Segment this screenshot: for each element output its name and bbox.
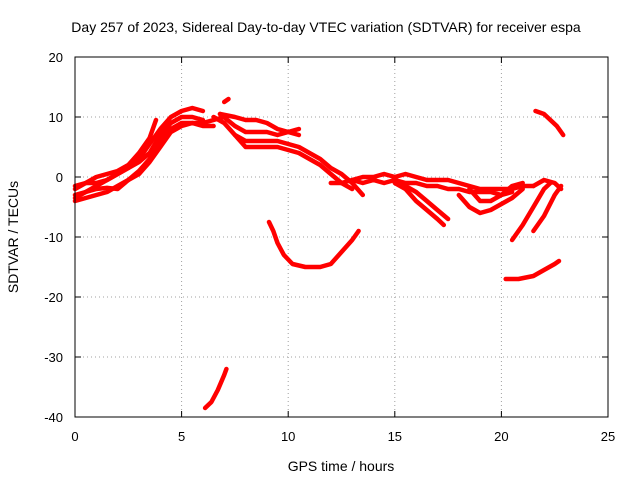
series-track-12	[202, 366, 229, 411]
series-track-17	[456, 186, 525, 216]
plot-frame	[74, 56, 609, 418]
x-tick-label: 10	[281, 429, 295, 444]
series-track-18	[467, 180, 525, 204]
series-track-16	[392, 177, 451, 222]
series-track-20	[531, 183, 564, 234]
grid	[75, 57, 608, 417]
series-track-5	[72, 114, 206, 201]
y-tick-label: -30	[44, 350, 63, 365]
chart-title: Day 257 of 2023, Sidereal Day-to-day VTE…	[71, 19, 581, 35]
series-track-10	[232, 132, 355, 192]
series-track-13	[328, 171, 536, 192]
x-tick-label: 5	[178, 429, 185, 444]
y-axis-label: SDTVAR / TECUs	[5, 181, 21, 293]
series-track-22	[503, 258, 562, 282]
y-tick-label: 10	[49, 110, 63, 125]
y-tick-label: -20	[44, 290, 63, 305]
series-track-11	[266, 219, 361, 270]
series-track-2	[72, 105, 206, 189]
x-tick-label: 0	[71, 429, 78, 444]
series-track-14	[349, 177, 515, 198]
y-tick-label: 20	[49, 50, 63, 65]
x-tick-label: 20	[494, 429, 508, 444]
x-tick-label: 25	[601, 429, 615, 444]
series-track-21	[531, 177, 564, 192]
data-points	[72, 96, 566, 411]
series-track-23	[533, 108, 566, 138]
series-track-3	[72, 117, 159, 192]
series-track-15	[392, 180, 447, 228]
y-tick-label: 0	[56, 170, 63, 185]
y-tick-label: -40	[44, 410, 63, 425]
y-tick-label: -10	[44, 230, 63, 245]
x-tick-label: 15	[388, 429, 402, 444]
series-track-6	[221, 96, 231, 105]
x-axis-label: GPS time / hours	[288, 458, 395, 474]
axis-ticks: 0 5 10 15 20 25 -40 -30 -20 -10 0 10 20	[44, 50, 615, 444]
series-track-19	[509, 180, 553, 243]
series-track-4	[72, 120, 216, 204]
series-track-8	[217, 111, 302, 138]
